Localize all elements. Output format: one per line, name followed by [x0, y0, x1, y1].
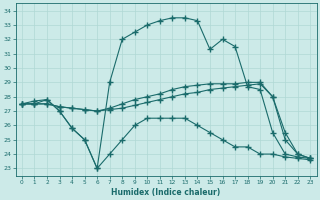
X-axis label: Humidex (Indice chaleur): Humidex (Indice chaleur) [111, 188, 221, 197]
